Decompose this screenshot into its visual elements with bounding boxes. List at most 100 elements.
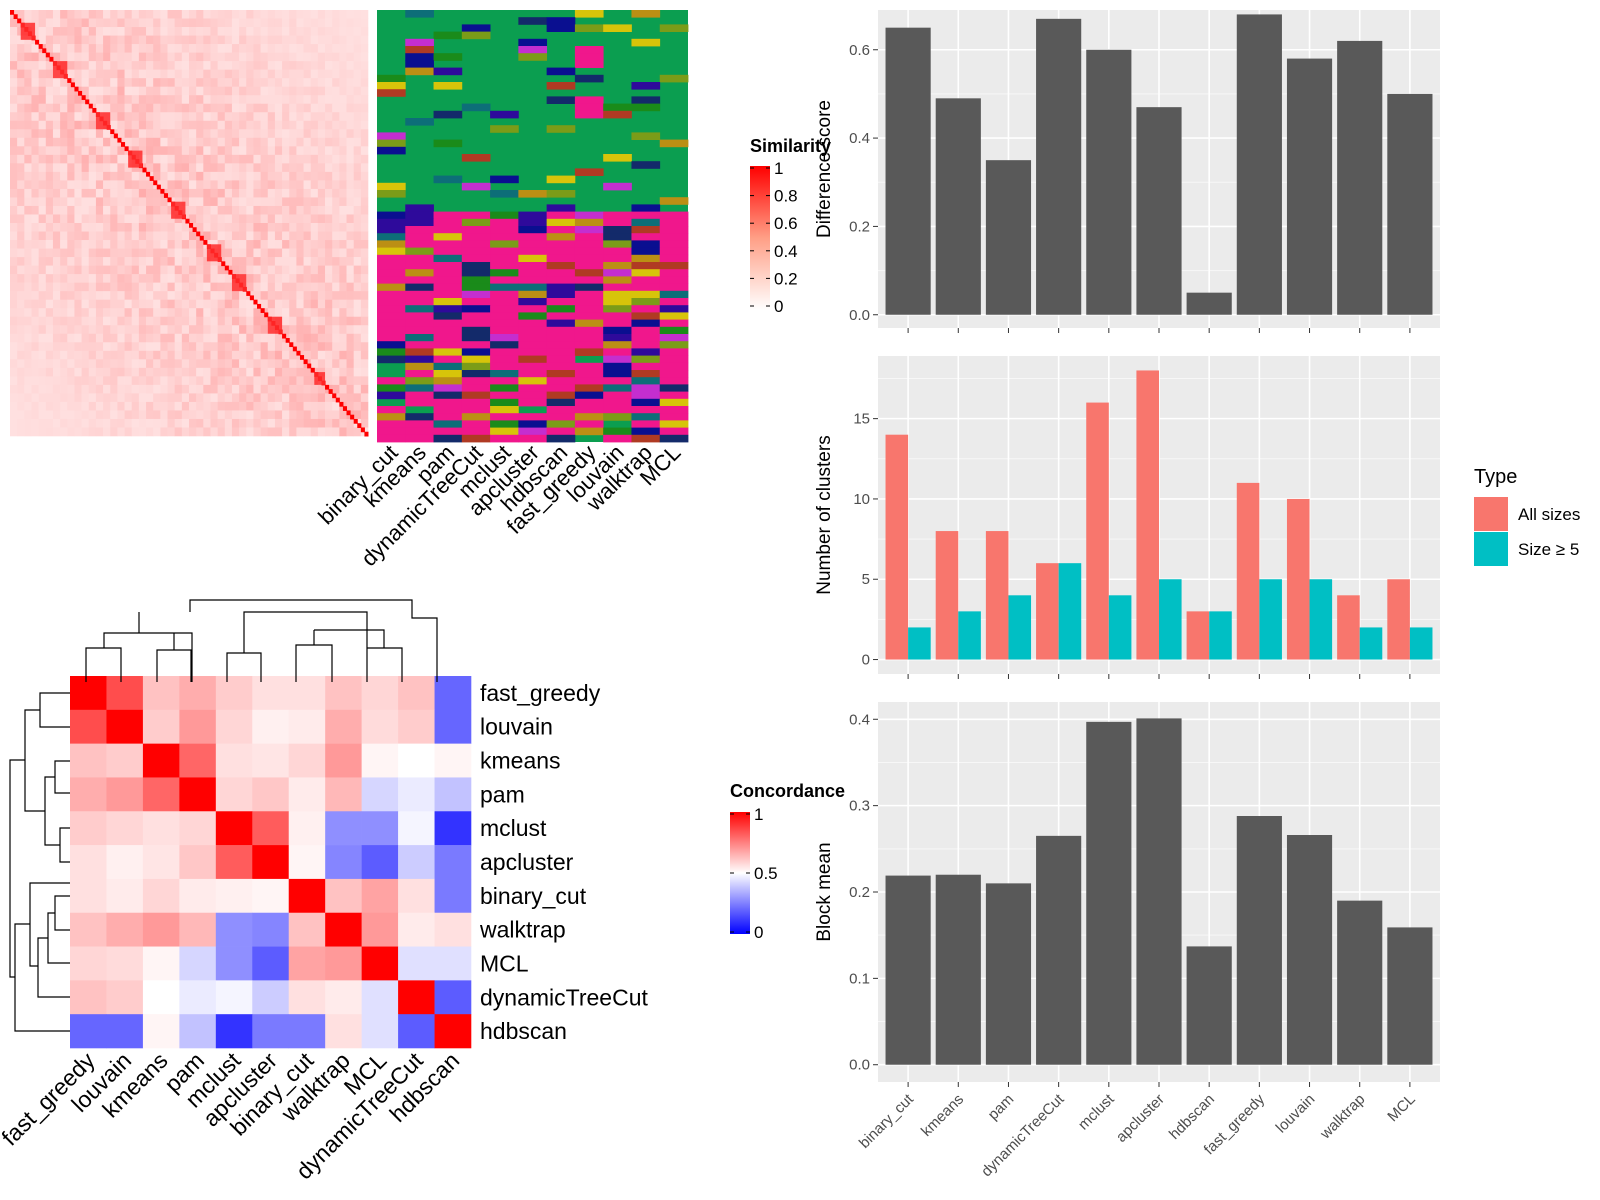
similarity-cell <box>303 282 312 292</box>
similarity-cell <box>17 325 25 335</box>
similarity-cell <box>24 61 32 70</box>
bar <box>1136 107 1182 315</box>
similarity-cell <box>103 35 111 45</box>
similarity-cell <box>332 112 340 122</box>
membership-cell <box>461 233 491 241</box>
similarity-cell <box>88 427 97 437</box>
similarity-cell <box>81 274 90 283</box>
similarity-cell <box>217 112 226 122</box>
similarity-cell <box>203 154 211 164</box>
similarity-cell <box>217 214 226 224</box>
similarity-cell <box>246 69 254 79</box>
similarity-cell <box>317 120 326 130</box>
similarity-cell <box>274 163 283 173</box>
similarity-cell <box>360 27 369 36</box>
similarity-cell <box>246 205 254 215</box>
similarity-cell <box>38 257 47 266</box>
membership-cell <box>546 326 576 335</box>
membership-cell <box>433 283 463 292</box>
similarity-cell <box>289 35 297 45</box>
similarity-cell <box>181 223 190 232</box>
similarity-cell <box>303 214 312 224</box>
similarity-cell <box>217 299 226 309</box>
membership-cell <box>659 434 689 443</box>
similarity-cell <box>95 316 104 326</box>
similarity-cell <box>310 61 319 70</box>
similarity-diagonal-cell <box>92 107 97 113</box>
similarity-cell <box>289 78 297 87</box>
similarity-cell <box>325 265 333 275</box>
similarity-cell <box>181 27 190 36</box>
bar <box>935 531 959 660</box>
similarity-cell <box>217 137 226 147</box>
similarity-cell <box>138 316 147 326</box>
similarity-cell <box>138 274 147 283</box>
similarity-cell <box>117 154 125 164</box>
similarity-cell <box>131 418 140 428</box>
similarity-cell <box>38 308 47 318</box>
similarity-cell <box>174 325 183 335</box>
similarity-cell <box>24 418 32 428</box>
similarity-cell <box>146 10 154 19</box>
similarity-cell <box>260 291 269 300</box>
similarity-cell <box>260 274 269 283</box>
similarity-cell <box>88 291 97 300</box>
similarity-cell <box>239 384 247 394</box>
similarity-cell <box>224 35 233 45</box>
similarity-cell <box>289 333 297 343</box>
similarity-cell <box>317 384 326 394</box>
membership-cell <box>377 319 406 328</box>
similarity-cell <box>310 359 319 369</box>
legend-key <box>1474 532 1508 566</box>
concordance-cell <box>325 709 362 744</box>
similarity-cell <box>217 95 226 105</box>
similarity-cell <box>146 367 154 377</box>
membership-cell <box>631 276 661 284</box>
similarity-cell <box>103 333 111 343</box>
similarity-cell <box>239 78 247 87</box>
similarity-cell <box>153 401 161 411</box>
similarity-cell <box>167 214 175 224</box>
similarity-cell <box>138 10 147 19</box>
membership-cell <box>603 226 632 234</box>
similarity-cell <box>196 291 204 300</box>
membership-cell <box>631 398 661 407</box>
bar <box>1236 14 1282 315</box>
similarity-cell <box>31 154 39 164</box>
similarity-cell <box>224 146 233 156</box>
similarity-cell <box>296 78 304 87</box>
similarity-cell <box>67 61 75 70</box>
similarity-cell <box>231 325 240 335</box>
similarity-cell <box>67 10 75 19</box>
concordance-cell <box>179 743 217 778</box>
similarity-cell <box>160 393 168 403</box>
similarity-cell <box>231 393 240 403</box>
similarity-cell <box>167 410 175 420</box>
concordance-row-label: dynamicTreeCut <box>480 984 648 1010</box>
similarity-cell <box>146 61 154 70</box>
y-tick-label: 0.0 <box>849 1057 870 1074</box>
membership-cell <box>461 413 491 421</box>
similarity-cell <box>174 231 183 241</box>
membership-cell <box>574 276 604 284</box>
similarity-cell <box>146 376 154 386</box>
similarity-cell <box>160 274 168 283</box>
similarity-cell <box>110 188 118 198</box>
bar <box>1387 927 1433 1065</box>
similarity-cell <box>60 188 68 198</box>
membership-cell <box>433 406 463 414</box>
similarity-cell <box>310 350 319 360</box>
similarity-cell <box>224 393 233 403</box>
similarity-cell <box>353 103 362 113</box>
similarity-cell <box>196 69 204 79</box>
similarity-cell <box>267 359 276 369</box>
concordance-cell <box>325 946 362 981</box>
membership-cell <box>405 211 434 220</box>
membership-cell <box>518 17 548 25</box>
similarity-cell <box>303 257 312 266</box>
similarity-cell <box>24 240 32 249</box>
similarity-cell <box>303 299 312 309</box>
similarity-cell <box>224 171 233 181</box>
similarity-cell <box>310 393 319 403</box>
similarity-cell <box>81 257 90 266</box>
